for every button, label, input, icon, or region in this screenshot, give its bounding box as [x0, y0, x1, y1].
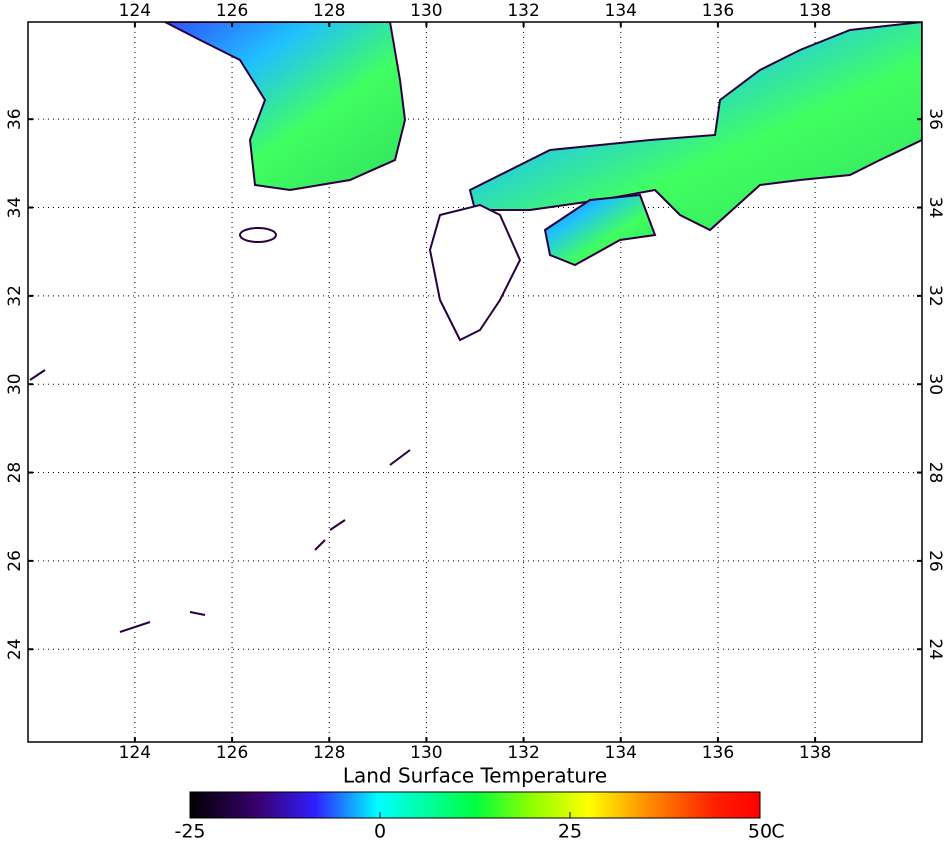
x-tick-label-bottom: 124 [119, 743, 151, 763]
x-tick-label-bottom: 132 [507, 743, 539, 763]
y-tick-label-left: 28 [5, 462, 25, 484]
jeju [239, 227, 277, 243]
x-tick-label-bottom: 138 [799, 743, 831, 763]
x-tick-label-top: 130 [410, 1, 442, 21]
y-tick-label-right: 36 [925, 108, 945, 130]
y-tick-label-left: 32 [5, 285, 25, 307]
y-tick-label-right: 34 [925, 197, 945, 219]
y-tick-label-left: 30 [5, 373, 25, 395]
y-tick-label-left: 34 [5, 197, 25, 219]
x-tick-label-top: 132 [507, 1, 539, 21]
y-tick-label-right: 30 [925, 373, 945, 395]
map-frame [27, 21, 923, 743]
colorbar-unit: C [771, 821, 784, 843]
x-tick-label-top: 126 [216, 1, 248, 21]
y-tick-label-left: 36 [5, 108, 25, 130]
x-tick-label-top: 128 [313, 1, 345, 21]
colorbar-tick-label: -25 [174, 821, 205, 843]
colorbar-tick-label: 50 [748, 821, 772, 843]
y-tick-label-right: 26 [925, 550, 945, 572]
x-tick-label-bottom: 126 [216, 743, 248, 763]
colorbar-tick-label: 25 [558, 821, 582, 843]
korea [164, 22, 407, 192]
y-tick-label-left: 24 [5, 638, 25, 660]
land [29, 22, 922, 633]
colorbar [189, 791, 761, 819]
x-tick-label-top: 136 [702, 1, 734, 21]
x-tick-label-bottom: 134 [605, 743, 637, 763]
y-tick-label-right: 28 [925, 462, 945, 484]
colorbar-tick-label: 0 [374, 821, 386, 843]
colorbar-title: Land Surface Temperature [343, 764, 607, 788]
y-tick-label-left: 26 [5, 550, 25, 572]
shikoku [543, 193, 657, 267]
x-tick-label-bottom: 136 [702, 743, 734, 763]
y-tick-label-right: 32 [925, 285, 945, 307]
kyushu [428, 203, 522, 342]
honshu [468, 22, 922, 232]
x-tick-label-top: 138 [799, 1, 831, 21]
y-tick-label-right: 24 [925, 638, 945, 660]
x-tick-label-top: 134 [605, 1, 637, 21]
x-tick-label-bottom: 130 [410, 743, 442, 763]
ryukyu [29, 369, 411, 633]
x-tick-label-bottom: 128 [313, 743, 345, 763]
x-tick-label-top: 124 [119, 1, 151, 21]
